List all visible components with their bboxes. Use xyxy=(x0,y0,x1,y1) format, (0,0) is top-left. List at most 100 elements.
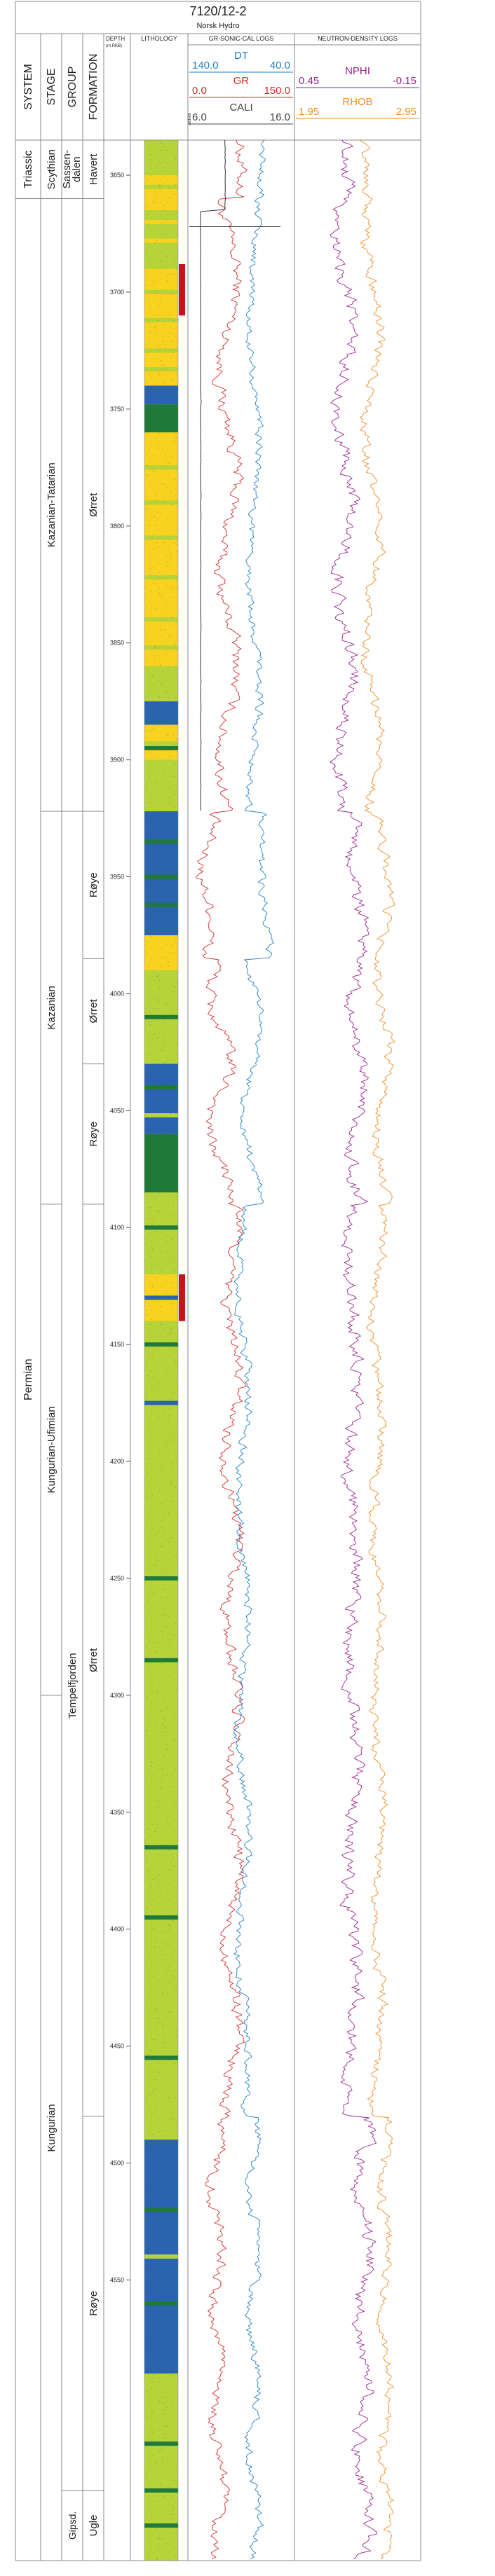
curve-min-rhob: 1.95 xyxy=(299,106,319,118)
lithology-bed-sandstone xyxy=(144,238,178,243)
formation-zone-label: Røye xyxy=(88,2291,100,2316)
header-formation: FORMATION xyxy=(88,54,100,120)
header-lithology: LITHOLOGY xyxy=(141,35,177,42)
depth-label: 4050 xyxy=(110,1107,124,1114)
lithology-interval-sandstone xyxy=(144,432,178,667)
lithology-interval-limestone xyxy=(144,701,178,725)
group-zone-label: Tempelfjorden xyxy=(67,1653,79,1719)
lithology-bed-siltstone xyxy=(144,741,178,746)
formation-zone-label: Røye xyxy=(88,1122,100,1147)
header-stage: STAGE xyxy=(46,68,57,105)
depth-label: 4000 xyxy=(110,990,124,997)
depth-label: 3950 xyxy=(110,874,124,881)
lithology-bed-siltstone xyxy=(144,289,178,294)
stage-zone-label: Scythian xyxy=(46,149,57,190)
lithology-bed-siltstone xyxy=(144,367,178,372)
lithology-bed-siltstone xyxy=(144,575,178,580)
curve-name-dt: DT xyxy=(234,50,248,62)
lithology-interval-siltstone xyxy=(144,140,178,176)
lithology-interval-siltstone xyxy=(144,666,178,702)
dt-curve xyxy=(233,139,275,2560)
header-group: GROUP xyxy=(67,67,79,108)
lithology-interval-siltstone xyxy=(144,1192,178,1275)
curve-max-gr: 150.0 xyxy=(264,85,290,97)
lithology-bed-dolomite xyxy=(144,1342,178,1347)
lithology-interval-limestone xyxy=(144,1063,178,1134)
lithology-interval-siltstone xyxy=(144,2373,178,2561)
lithology-bed-dolomite xyxy=(144,874,178,879)
lithology-bed-dolomite xyxy=(144,1084,178,1089)
lithology-bed-limestone xyxy=(144,1400,178,1405)
lithology-bed-dolomite xyxy=(144,745,178,750)
depth-label: 3700 xyxy=(110,289,124,296)
header-depth: DEPTH xyxy=(106,36,125,42)
lithology-bed-siltstone xyxy=(144,617,178,622)
lithology-interval-dolomite xyxy=(144,1134,178,1193)
lithology-bed-dolomite xyxy=(144,1576,178,1580)
depth-label: 4200 xyxy=(110,1458,124,1465)
core-marker xyxy=(179,263,185,316)
lithology-interval-sandstone xyxy=(144,268,178,386)
depth-label: 4550 xyxy=(110,2276,124,2283)
stage-zone-label: Kazanian-Tatarian xyxy=(46,462,57,547)
lithology-bed-dolomite xyxy=(144,2207,178,2212)
lithology-interval-sandstone xyxy=(144,175,178,211)
lithology-border xyxy=(144,139,179,2561)
group-zone-label: dalen xyxy=(71,156,83,182)
system-zone-label: Permian xyxy=(22,1358,34,1400)
stage-zone-label: Kungurian xyxy=(46,2104,57,2151)
depth-label: 4500 xyxy=(110,2160,124,2167)
formation-zone-label: Røye xyxy=(88,872,100,897)
lithology-bed-siltstone xyxy=(144,465,178,470)
rhob-curve xyxy=(359,139,395,2560)
depth-label: 3650 xyxy=(110,172,124,179)
lithology-bed-dolomite xyxy=(144,1845,178,1850)
extra-zone-label: Gipsd. xyxy=(67,2512,78,2540)
cali-curve xyxy=(200,139,226,811)
depth-label: 4100 xyxy=(110,1224,124,1231)
system-zone-label: Triassic xyxy=(22,150,34,188)
lithology-bed-limestone xyxy=(144,1295,178,1300)
lithology-interval-limestone xyxy=(144,385,178,405)
lithology-bed-dolomite xyxy=(144,2441,178,2446)
formation-zone-label: Ørret xyxy=(88,999,100,1024)
curve-min-cali: 6.0 xyxy=(192,111,207,123)
stage-zone-label: Kazanian xyxy=(46,986,57,1030)
cali-unit: inches xyxy=(188,113,192,125)
lithology-interval-sandstone xyxy=(144,935,178,971)
lithology-bed-dolomite xyxy=(144,2301,178,2306)
header-neutron-density: NEUTRON-DENSITY LOGS xyxy=(318,35,398,42)
group-zone-label: Sassen- xyxy=(61,150,73,188)
lithology-bed-siltstone xyxy=(144,535,178,540)
well-name: 7120/12-2 xyxy=(189,4,246,18)
depth-label: 4250 xyxy=(110,1575,124,1582)
depth-label: 3900 xyxy=(110,757,124,764)
curve-min-nphi: 0.45 xyxy=(299,75,319,87)
curve-max-cali: 16.0 xyxy=(270,111,290,123)
depth-label: 4400 xyxy=(110,1926,124,1933)
curve-max-nphi: -0.15 xyxy=(393,75,416,87)
formation-zone-label: Ørret xyxy=(88,493,100,517)
lithology-bed-dolomite xyxy=(144,902,178,907)
lithology-interval-siltstone xyxy=(144,759,178,812)
depth-label: 4450 xyxy=(110,2043,124,2050)
lithology-bed-sandstone xyxy=(144,219,178,224)
curve-name-nphi: NPHI xyxy=(345,65,370,77)
lithology-bed-siltstone xyxy=(144,318,178,323)
lithology-bed-siltstone xyxy=(144,1113,178,1118)
lithology-interval-dolomite xyxy=(144,404,178,433)
curve-name-rhob: RHOB xyxy=(342,96,372,108)
lithology-bed-siltstone xyxy=(144,184,178,189)
lithology-bed-dolomite xyxy=(144,2523,178,2528)
lithology-bed-dolomite xyxy=(144,1225,178,1230)
formation-zone-label: Ørret xyxy=(88,1648,100,1672)
lithology-bed-dolomite xyxy=(144,1014,178,1019)
depth-label: 3800 xyxy=(110,523,124,530)
lithology-interval-siltstone xyxy=(144,1321,178,2140)
nphi-curve xyxy=(329,139,377,2560)
curve-min-gr: 0.0 xyxy=(192,85,207,97)
lithology-bed-siltstone xyxy=(144,348,178,353)
depth-label: 3750 xyxy=(110,406,124,413)
lithology-column xyxy=(144,139,185,2561)
depth-label: 3850 xyxy=(110,640,124,647)
